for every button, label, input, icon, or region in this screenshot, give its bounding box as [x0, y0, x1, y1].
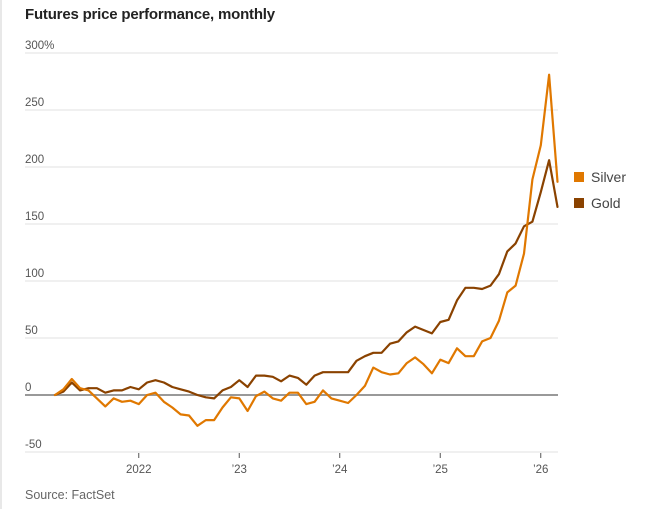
legend: Silver Gold	[574, 169, 626, 211]
y-tick-label: 200	[25, 154, 44, 166]
series-line-gold	[53, 159, 559, 400]
legend-swatch-silver	[574, 172, 584, 182]
left-border	[0, 0, 2, 509]
series-line-silver	[53, 73, 559, 427]
gridlines	[25, 52, 558, 453]
y-tick-label: 250	[25, 97, 44, 109]
y-tick-label: -50	[25, 439, 42, 451]
x-tick-label: ’24	[332, 464, 348, 476]
y-tick-label: 0	[25, 382, 31, 394]
x-tick-label: 2022	[126, 464, 152, 476]
chart-title: Futures price performance, monthly	[25, 6, 275, 23]
legend-swatch-gold	[574, 198, 584, 208]
y-tick-label: 50	[25, 325, 38, 337]
x-tick-label: ’23	[232, 464, 247, 476]
y-tick-label: 300%	[25, 40, 54, 52]
source-note: Source: FactSet	[25, 488, 115, 502]
x-tick-label: ’25	[433, 464, 448, 476]
x-axis: 2022 ’23 ’24 ’25 ’26	[126, 453, 548, 476]
series-lines	[25, 73, 559, 427]
legend-label-gold: Gold	[591, 195, 621, 211]
y-tick-label: 150	[25, 211, 44, 223]
y-tick-label: 100	[25, 268, 44, 280]
y-axis-labels: 300% 250 200 150 100 50 0 -50	[25, 40, 54, 451]
x-tick-label: ’26	[533, 464, 548, 476]
legend-label-silver: Silver	[591, 169, 626, 185]
